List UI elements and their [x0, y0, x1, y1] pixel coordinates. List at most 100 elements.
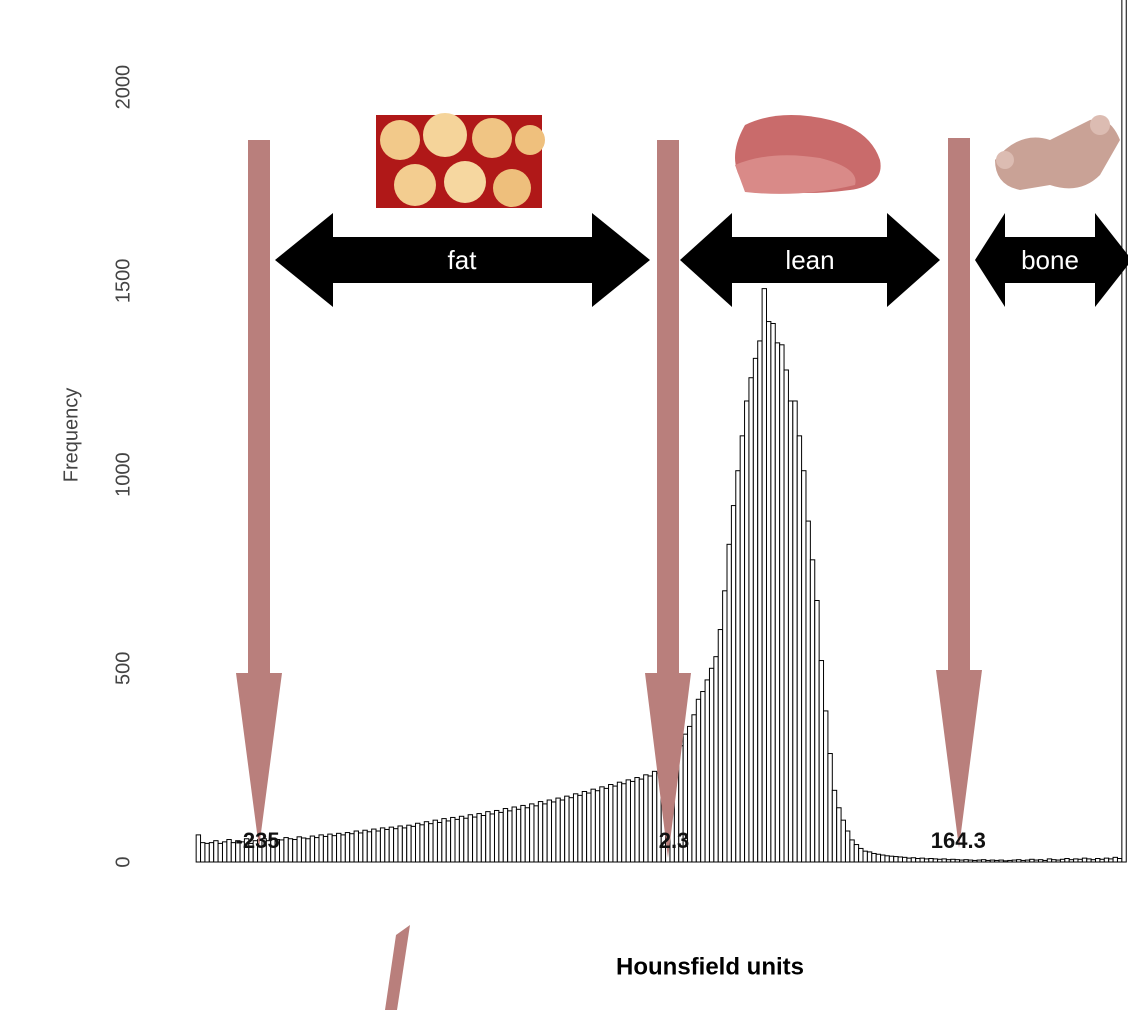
bar: [328, 834, 332, 862]
bar: [354, 831, 358, 862]
bar: [1056, 860, 1060, 862]
bar: [964, 860, 968, 862]
bar: [639, 779, 643, 862]
bar: [437, 822, 441, 862]
bar: [946, 860, 950, 862]
bar: [420, 825, 424, 862]
bar: [850, 840, 854, 862]
bar: [530, 804, 534, 862]
bar: [201, 843, 205, 862]
bar: [714, 657, 718, 862]
bar: [565, 796, 569, 862]
bar: [1008, 860, 1012, 862]
bar: [929, 859, 933, 862]
bar: [696, 699, 700, 862]
bar: [727, 544, 731, 862]
y-tick-label: 2000: [112, 65, 134, 110]
bar: [604, 788, 608, 862]
bar: [385, 829, 389, 862]
bar: [424, 822, 428, 862]
bar: [534, 806, 538, 862]
bar: [859, 848, 863, 862]
bar: [609, 785, 613, 862]
bar: [556, 798, 560, 862]
bar: [1104, 858, 1108, 862]
bar: [898, 857, 902, 862]
bar: [902, 857, 906, 862]
bar: [1060, 859, 1064, 862]
bar: [815, 600, 819, 862]
bar: [578, 795, 582, 862]
bar: [723, 591, 727, 862]
bar: [446, 821, 450, 862]
bar: [227, 840, 231, 862]
bar: [1078, 859, 1082, 862]
bar: [802, 471, 806, 862]
bar: [587, 793, 591, 862]
y-tick-label: 0: [112, 856, 134, 867]
bar: [293, 840, 297, 862]
bar: [797, 436, 801, 862]
bar: [451, 817, 455, 862]
bar: [521, 805, 525, 862]
bar: [459, 816, 463, 862]
bar: [508, 811, 512, 862]
bar: [464, 818, 468, 862]
bar: [635, 778, 639, 862]
bar: [766, 322, 770, 862]
bar: [1069, 860, 1073, 862]
bar: [218, 843, 222, 862]
bar: [718, 630, 722, 862]
bar: [1087, 859, 1091, 862]
bar: [516, 809, 520, 862]
bar: [889, 856, 893, 862]
bar: [876, 854, 880, 862]
bar: [648, 776, 652, 862]
bar: [569, 798, 573, 862]
x-tick-label: -235: [236, 828, 280, 853]
bar: [977, 860, 981, 862]
bar: [310, 836, 314, 862]
bar: [1052, 860, 1056, 862]
region-label: bone: [1021, 245, 1079, 275]
x-tick-label: 164.3: [931, 828, 986, 853]
bar: [595, 791, 599, 862]
bar: [916, 859, 920, 862]
bar: [990, 860, 994, 862]
bar: [968, 860, 972, 862]
bar: [951, 859, 955, 862]
bar: [214, 841, 218, 862]
bar: [705, 680, 709, 862]
bar: [280, 840, 284, 862]
bar: [481, 816, 485, 862]
chart: Frequency Hounsfield units fat lean bone…: [0, 0, 1128, 1010]
bar: [332, 836, 336, 862]
bone-image: [995, 115, 1120, 190]
bar: [222, 842, 226, 862]
bar: [402, 828, 406, 862]
bar: [1091, 860, 1095, 862]
bar: [837, 808, 841, 862]
bar: [626, 780, 630, 862]
bar: [841, 820, 845, 862]
bar: [911, 858, 915, 862]
bar: [372, 829, 376, 862]
bar: [863, 851, 867, 862]
bar: [345, 833, 349, 862]
bar: [995, 860, 999, 862]
bar: [867, 852, 871, 862]
bar: [819, 661, 823, 862]
region-label: lean: [785, 245, 834, 275]
bar: [907, 858, 911, 862]
bar: [731, 506, 735, 862]
bar: [494, 810, 498, 862]
bar: [1113, 857, 1117, 862]
bar: [376, 831, 380, 862]
bar: [499, 812, 503, 862]
bar: [1082, 858, 1086, 862]
bar: [407, 825, 411, 862]
bar: [973, 860, 977, 862]
bar: [209, 843, 213, 862]
region-arrows: [275, 213, 1128, 307]
bar: [503, 809, 507, 862]
